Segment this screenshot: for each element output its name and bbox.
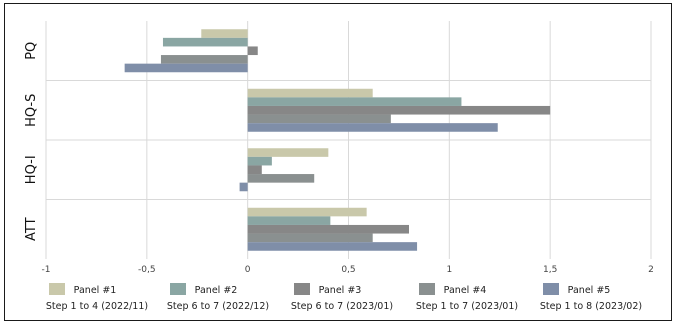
- category-labels: PQ HQ-S HQ-I ATT: [24, 42, 39, 241]
- x-tick-label: 1,5: [543, 265, 557, 275]
- bar-hq-i-panel-3: [247, 165, 262, 175]
- bar-att-panel-5: [247, 242, 418, 251]
- bar-att-panel-2: [247, 216, 331, 225]
- chart-frame: PQ HQ-S HQ-I ATT -1 -0,5 0 0,5 1 1,5 2 Panel #1 St…: [4, 3, 672, 321]
- bar-att-panel-1: [247, 207, 367, 217]
- bar-hq-i-panel-5: [239, 182, 248, 192]
- legend-item-panel-3: Panel #3 Step 6 to 7 (2023/01): [291, 283, 393, 312]
- bar-hq-s-panel-5: [247, 123, 498, 132]
- bar-hq-i-panel-2: [247, 156, 272, 166]
- bar-hq-s-panel-2: [247, 97, 462, 106]
- legend-subtitle: Step 1 to 7 (2023/01): [416, 301, 518, 312]
- bar-att-panel-4: [247, 233, 373, 243]
- category-label-hq-s: HQ-S: [24, 94, 39, 127]
- legend-swatch: [170, 283, 186, 295]
- x-tick-label: 0,5: [341, 265, 355, 275]
- legend-name: Panel #4: [444, 285, 487, 296]
- bar-hq-i-panel-1: [247, 148, 329, 157]
- legend-subtitle: Step 6 to 7 (2022/12): [167, 301, 269, 312]
- legend-swatch: [419, 283, 435, 295]
- legend-item-panel-4: Panel #4 Step 1 to 7 (2023/01): [416, 283, 518, 312]
- legend-subtitle: Step 1 to 4 (2022/11): [46, 301, 148, 312]
- legend-subtitle: Step 1 to 8 (2023/02): [540, 301, 642, 312]
- bar-pq-panel-3: [247, 46, 258, 56]
- category-label-att: ATT: [24, 217, 39, 241]
- legend-name: Panel #5: [568, 285, 611, 296]
- legend-item-panel-1: Panel #1 Step 1 to 4 (2022/11): [46, 283, 148, 312]
- legend-subtitle: Step 6 to 7 (2023/01): [291, 301, 393, 312]
- bar-hq-s-panel-4: [247, 114, 391, 124]
- x-tick-label: -1: [42, 265, 51, 275]
- bar-att-panel-3: [247, 224, 409, 234]
- grid: [45, 21, 652, 259]
- x-tick-label: 0: [245, 265, 251, 275]
- x-tick-label: 1: [446, 265, 452, 275]
- x-tick-labels: -1 -0,5 0 0,5 1 1,5 2: [42, 265, 654, 275]
- bar-pq-panel-4: [160, 55, 248, 64]
- bar-hq-s-panel-3: [247, 105, 551, 115]
- legend-name: Panel #3: [319, 285, 362, 296]
- bar-pq-panel-5: [124, 63, 248, 73]
- x-tick-label: -0,5: [138, 265, 156, 275]
- legend-swatch: [49, 283, 65, 295]
- bar-hq-i-panel-4: [247, 174, 315, 183]
- category-label-pq: PQ: [24, 42, 39, 60]
- category-label-hq-i: HQ-I: [24, 155, 39, 184]
- legend-item-panel-5: Panel #5 Step 1 to 8 (2023/02): [540, 283, 642, 312]
- legend-swatch: [294, 283, 310, 295]
- legend: Panel #1 Step 1 to 4 (2022/11) Panel #2 Ste…: [46, 283, 642, 312]
- legend-swatch: [543, 283, 559, 295]
- bars: [124, 29, 551, 251]
- bar-pq-panel-2: [162, 37, 248, 47]
- x-tick-label: 2: [648, 265, 654, 275]
- bar-hq-s-panel-1: [247, 88, 373, 98]
- legend-item-panel-2: Panel #2 Step 6 to 7 (2022/12): [167, 283, 269, 312]
- bar-pq-panel-1: [201, 29, 248, 38]
- bar-chart: PQ HQ-S HQ-I ATT -1 -0,5 0 0,5 1 1,5 2 Panel #1 St…: [24, 21, 654, 312]
- legend-name: Panel #1: [74, 285, 117, 296]
- legend-name: Panel #2: [195, 285, 238, 296]
